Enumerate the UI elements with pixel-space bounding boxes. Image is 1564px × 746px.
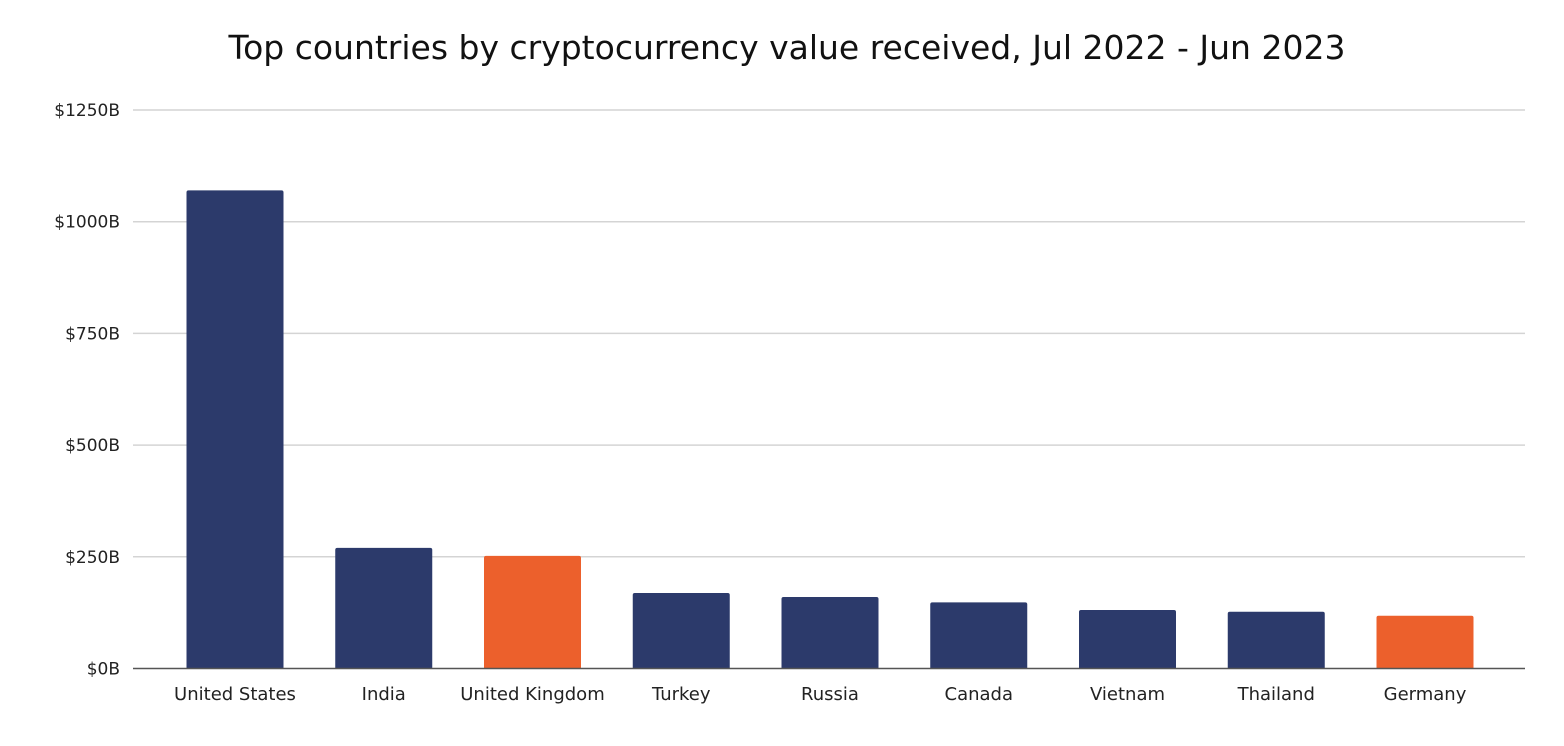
x-tick-label: Germany [1384,684,1467,705]
y-tick-label: $500B [65,436,120,456]
x-tick-label: United Kingdom [460,684,604,705]
y-tick-label: $0B [87,660,120,680]
y-tick-label: $750B [65,324,120,344]
bar-germany [1376,615,1474,669]
x-tick-label: India [362,684,406,705]
bar-united-kingdom [484,555,581,669]
y-tick-label: $1000B [54,213,120,233]
x-tick-label: Turkey [651,684,711,705]
x-tick-label: Canada [945,684,1014,705]
bar-thailand [1227,611,1325,669]
y-tick-label: $250B [65,548,120,568]
chart-title: Top countries by cryptocurrency value re… [228,28,1346,67]
bar-russia [781,597,879,669]
x-tick-label: Vietnam [1090,684,1165,705]
bar-india [335,547,433,669]
x-tick-label: Russia [801,684,859,705]
bar-turkey [632,592,730,669]
bar-canada [930,602,1028,669]
y-tick-label: $1250B [54,101,120,121]
x-tick-label: Thailand [1237,684,1315,705]
bar-vietnam [1079,609,1176,669]
x-tick-label: United States [174,684,296,705]
bar-united-states [186,190,284,669]
